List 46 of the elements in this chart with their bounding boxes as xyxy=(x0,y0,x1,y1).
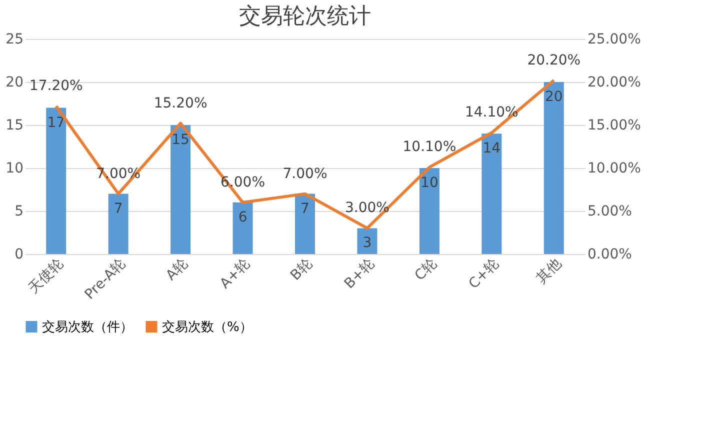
data-label: 6 xyxy=(238,209,248,226)
legend-label: 交易次数（件） xyxy=(42,318,133,335)
data-label: 15 xyxy=(172,132,190,148)
bar xyxy=(482,134,502,254)
x-tick-label: 天使轮 xyxy=(26,256,67,297)
data-label: 10 xyxy=(420,175,438,191)
data-label: 15.20% xyxy=(154,95,208,112)
x-tick-label: B+轮 xyxy=(342,256,378,292)
x-tick-label: C轮 xyxy=(412,256,440,284)
data-label: 20 xyxy=(544,89,563,105)
bar xyxy=(544,82,564,254)
y2-tick-label: 5.00% xyxy=(588,204,632,220)
data-label: 7.00% xyxy=(282,166,328,182)
x-tick-label: C+轮 xyxy=(466,256,502,292)
bar xyxy=(170,125,191,254)
bar xyxy=(46,108,66,254)
data-label: 17 xyxy=(47,114,66,131)
y2-tick-label: 25.00% xyxy=(588,32,641,48)
chart-title: 交易轮次统计 xyxy=(239,4,371,29)
y2-tick-label: 15.00% xyxy=(588,118,641,134)
y2-tick-label: 0.00% xyxy=(588,246,632,262)
legend-label: 交易次数（%） xyxy=(162,318,252,335)
y2-tick-label: 20.00% xyxy=(588,74,641,90)
y-tick-label: 20 xyxy=(6,74,24,90)
data-label: 7 xyxy=(114,200,123,217)
data-label: 10.10% xyxy=(402,139,456,156)
x-tick-label: A轮 xyxy=(163,256,192,284)
data-label: 7 xyxy=(300,200,310,217)
y-tick-label: 5 xyxy=(14,204,24,220)
y-tick-label: 15 xyxy=(6,118,24,134)
bar xyxy=(295,194,315,254)
y-tick-label: 0 xyxy=(14,246,24,262)
bar xyxy=(419,168,440,254)
y-tick-label: 10 xyxy=(6,160,24,176)
x-tick-label: B轮 xyxy=(288,256,316,284)
data-label: 3 xyxy=(362,235,372,252)
data-label: 17.20% xyxy=(29,78,83,94)
y2-tick-label: 10.00% xyxy=(588,160,641,176)
data-label: 20.20% xyxy=(527,52,581,68)
bar xyxy=(232,202,253,254)
x-tick-label: A+轮 xyxy=(217,256,254,292)
y-tick-label: 25 xyxy=(6,32,24,48)
x-tick-label: 其他 xyxy=(533,256,564,287)
data-label: 14 xyxy=(482,140,501,157)
bar xyxy=(108,194,128,254)
bar xyxy=(357,228,378,254)
